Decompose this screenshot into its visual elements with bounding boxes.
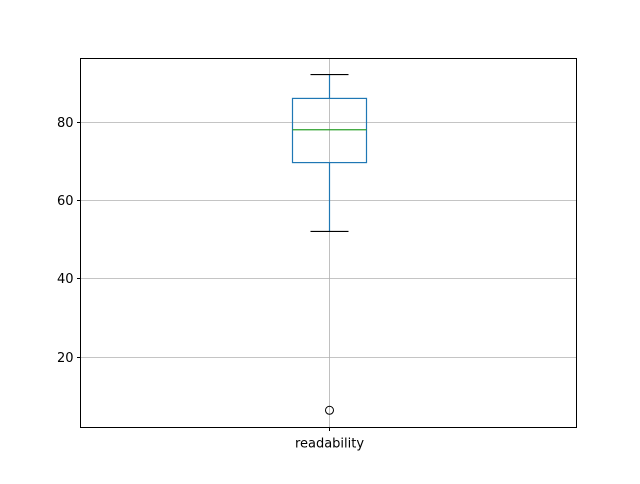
x-tick-label: readability	[295, 437, 364, 452]
grid	[80, 58, 577, 428]
y-tick-label: 60	[57, 194, 74, 209]
box	[291, 97, 368, 164]
y-axis: 20 40 60 80	[57, 116, 81, 366]
axes-frame	[80, 58, 577, 428]
outlier-point	[325, 405, 334, 415]
y-tick-label: 80	[57, 116, 74, 131]
boxes	[291, 73, 368, 415]
y-tick-label: 20	[57, 351, 74, 366]
y-tick-label: 40	[57, 272, 74, 287]
x-axis: readability	[295, 427, 364, 452]
